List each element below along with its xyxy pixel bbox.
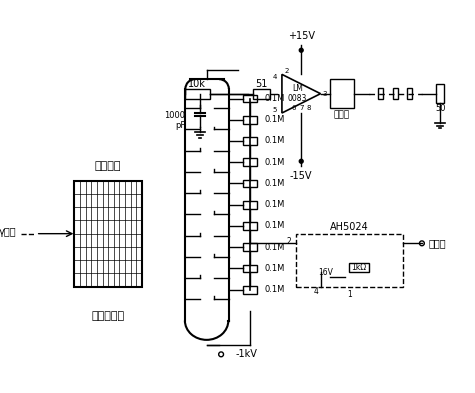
Text: 0.1M: 0.1M — [265, 136, 285, 145]
Text: 0.1M: 0.1M — [265, 264, 285, 273]
Text: 0.1M: 0.1M — [265, 285, 285, 294]
Bar — [243, 201, 257, 209]
Text: 1: 1 — [347, 290, 352, 299]
Text: 0.1M: 0.1M — [265, 221, 285, 230]
Text: LM
0083: LM 0083 — [288, 84, 307, 103]
Text: 16V: 16V — [318, 268, 333, 277]
Text: 6: 6 — [291, 105, 296, 111]
Bar — [243, 137, 257, 145]
Bar — [393, 88, 398, 99]
Text: 0.1M: 0.1M — [265, 243, 285, 252]
Bar — [243, 158, 257, 166]
Text: 7: 7 — [299, 105, 304, 111]
Text: 1kΩ: 1kΩ — [352, 263, 367, 272]
Text: 光电倍增管: 光电倍增管 — [92, 311, 125, 321]
Text: 0.1M: 0.1M — [265, 94, 285, 103]
Text: -15V: -15V — [290, 171, 313, 181]
Bar — [379, 88, 383, 99]
Bar — [350, 263, 369, 272]
Bar — [243, 180, 257, 187]
Text: 10k: 10k — [188, 79, 206, 89]
Text: 0.1M: 0.1M — [265, 200, 285, 209]
Text: 2: 2 — [287, 237, 292, 246]
Text: γ射线: γ射线 — [0, 227, 17, 237]
Text: 1000
pF: 1000 pF — [164, 111, 185, 130]
Text: 51: 51 — [256, 79, 268, 89]
Bar — [75, 180, 142, 287]
Text: 0.1M: 0.1M — [265, 115, 285, 124]
Bar — [243, 286, 257, 294]
Text: 2: 2 — [285, 68, 289, 75]
Text: 4: 4 — [273, 74, 277, 80]
Text: 50: 50 — [435, 104, 446, 113]
Bar — [296, 234, 403, 287]
Bar — [243, 222, 257, 230]
Bar — [243, 95, 257, 102]
Text: 4: 4 — [314, 287, 318, 296]
Text: 5: 5 — [273, 107, 277, 113]
Bar — [243, 116, 257, 124]
Circle shape — [299, 159, 303, 163]
Text: AH5024: AH5024 — [330, 222, 369, 232]
Text: -1kV: -1kV — [236, 349, 257, 359]
Text: 8: 8 — [307, 105, 311, 111]
Bar — [437, 84, 444, 103]
Circle shape — [299, 48, 303, 52]
Bar — [253, 89, 270, 99]
Text: 接管充: 接管充 — [334, 110, 350, 119]
Bar — [330, 79, 354, 108]
Text: 3: 3 — [323, 91, 327, 97]
Bar — [408, 88, 412, 99]
Text: +15V: +15V — [288, 31, 315, 41]
Text: 复位端: 复位端 — [428, 238, 446, 248]
Text: 0.1M: 0.1M — [265, 158, 285, 167]
Bar — [243, 264, 257, 272]
Bar — [185, 89, 209, 99]
Bar — [243, 243, 257, 251]
Text: 0.1M: 0.1M — [265, 179, 285, 188]
Text: 闪烁晶体: 闪烁晶体 — [95, 161, 122, 171]
